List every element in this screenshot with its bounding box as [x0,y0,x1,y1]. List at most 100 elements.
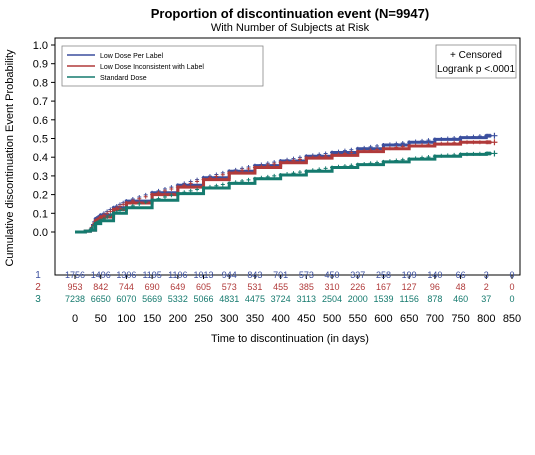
x-tick-label: 150 [143,313,161,325]
y-tick-label: 0.9 [33,59,48,71]
censor-mark [98,215,103,220]
censor-mark [195,187,200,192]
at-risk-count: 531 [247,282,262,292]
at-risk-count: 953 [67,282,82,292]
censor-mark [439,141,444,146]
censor-mark [362,148,367,153]
censor-mark [117,208,122,213]
censor-mark [214,183,219,188]
censor-mark [121,202,126,207]
censor-mark [137,196,142,201]
censor-mark [477,134,482,139]
y-tick-label: 0.8 [33,77,48,89]
censor-mark [426,154,431,159]
at-risk-count: 96 [430,282,440,292]
x-tick-label: 350 [246,313,264,325]
censor-mark [400,157,405,162]
at-risk-count: 1306 [116,270,136,280]
censor-mark [227,181,232,186]
curve-series-1 [75,134,492,234]
censor-mark [265,174,270,179]
at-risk-count: 0 [509,294,514,304]
x-tick-label: 450 [297,313,315,325]
censor-mark [426,138,431,143]
censor-mark [387,159,392,164]
censor-mark [182,190,187,195]
y-tick-label: 0.2 [33,190,48,202]
censor-mark [259,175,264,180]
censor-mark [272,173,277,178]
at-risk-count: 140 [427,270,442,280]
censor-mark [420,143,425,148]
at-risk-count: 37 [481,294,491,304]
at-risk-count: 1106 [168,270,187,280]
censored-box-frame [435,44,517,79]
at-risk-count: 450 [325,270,340,280]
at-risk-count: 6070 [116,294,136,304]
censor-mark [285,159,290,164]
censor-mark [195,179,200,184]
x-tick-label: 250 [194,313,212,325]
censor-mark [117,204,122,209]
censored-label: + Censored [450,50,502,61]
at-risk-count: 1756 [65,270,85,280]
censor-mark [156,190,161,195]
censor-mark [317,167,322,172]
at-risk-count: 6650 [91,294,111,304]
x-tick-label: 550 [349,313,367,325]
censor-mark [407,143,412,148]
censor-mark [265,163,270,168]
legend: Low Dose Per Label Low Dose Inconsistent… [61,45,264,87]
censor-mark [188,188,193,193]
x-axis-ticks: 0 50 100 150 200 250 300 350 400 450 500 550 600 650 7… [72,275,521,325]
at-risk-count: 385 [299,282,314,292]
censor-mark [233,180,238,185]
at-risk-row-label: 1 [35,270,41,281]
at-risk-count: 878 [427,294,442,304]
at-risk-count: 1539 [373,294,393,304]
x-tick-label: 200 [169,313,187,325]
censor-mark [368,161,373,166]
censor-mark [387,146,392,151]
censor-mark [368,148,373,153]
at-risk-count: 337 [350,270,365,280]
censor-mark [471,140,476,145]
censor-mark [201,177,206,182]
censor-mark-end [491,139,498,146]
censor-mark [246,166,251,171]
censor-mark [471,134,476,139]
y-tick-label: 0.4 [33,152,48,164]
at-risk-count: 944 [222,270,237,280]
censor-mark [445,153,450,158]
x-tick-label: 750 [451,313,469,325]
censor-mark [278,172,283,177]
censor-mark [169,193,174,198]
censor-mark [143,194,148,199]
censor-mark [465,140,470,145]
censor-mark [420,138,425,143]
at-risk-count: 2 [484,282,489,292]
curve-series-3 [75,151,492,234]
censor-mark [130,203,135,208]
x-tick-label: 650 [400,313,418,325]
censor-mark [101,216,106,221]
censor-mark [400,144,405,149]
at-risk-count: 66 [456,270,466,280]
censor-mark-end [491,150,498,157]
y-tick-label: 0.6 [33,115,48,127]
at-risk-count: 3113 [297,294,316,304]
censor-mark [349,150,354,155]
at-risk-count: 310 [325,282,340,292]
censor-mark [310,155,315,160]
x-tick-label: 500 [323,313,341,325]
censor-mark [477,140,482,145]
at-risk-count: 701 [273,270,288,280]
censor-mark [439,153,444,158]
censor-mark [413,143,418,148]
censor-mark [156,196,161,201]
censor-mark [252,165,257,170]
at-risk-row-label: 2 [35,282,41,293]
censor-mark [375,143,380,148]
censor-mark [330,153,335,158]
